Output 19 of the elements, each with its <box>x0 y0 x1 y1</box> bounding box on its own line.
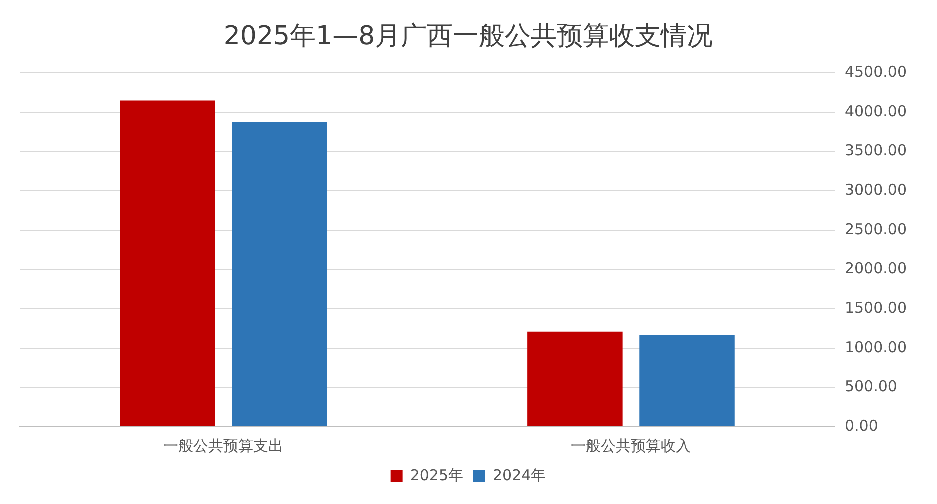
bar <box>232 122 328 426</box>
y-tick-label: 4000.00 <box>844 102 907 120</box>
y-tick-label: 3000.00 <box>844 181 907 200</box>
y-tick-label: 1500.00 <box>844 298 907 317</box>
y-tick-label: 1000.00 <box>844 338 907 356</box>
bar <box>640 335 735 426</box>
y-tick-label: 2500.00 <box>844 220 907 238</box>
y-tick-label: 4500.00 <box>844 63 907 82</box>
x-tick-label: 一般公共预算收入 <box>571 436 692 455</box>
y-tick-label: 500.00 <box>844 378 898 396</box>
legend-label: 2025年 <box>410 466 464 484</box>
y-tick-label: 2000.00 <box>844 260 907 278</box>
legend-label: 2024年 <box>493 466 546 484</box>
chart-title: 2025年1—8月广西一般公共预算收支情况 <box>224 21 714 52</box>
bar <box>120 100 216 426</box>
bar <box>528 332 623 426</box>
y-tick-label: 3500.00 <box>844 142 907 160</box>
y-tick-label: 0.00 <box>844 416 878 435</box>
x-tick-label: 一般公共预算支出 <box>164 436 284 455</box>
